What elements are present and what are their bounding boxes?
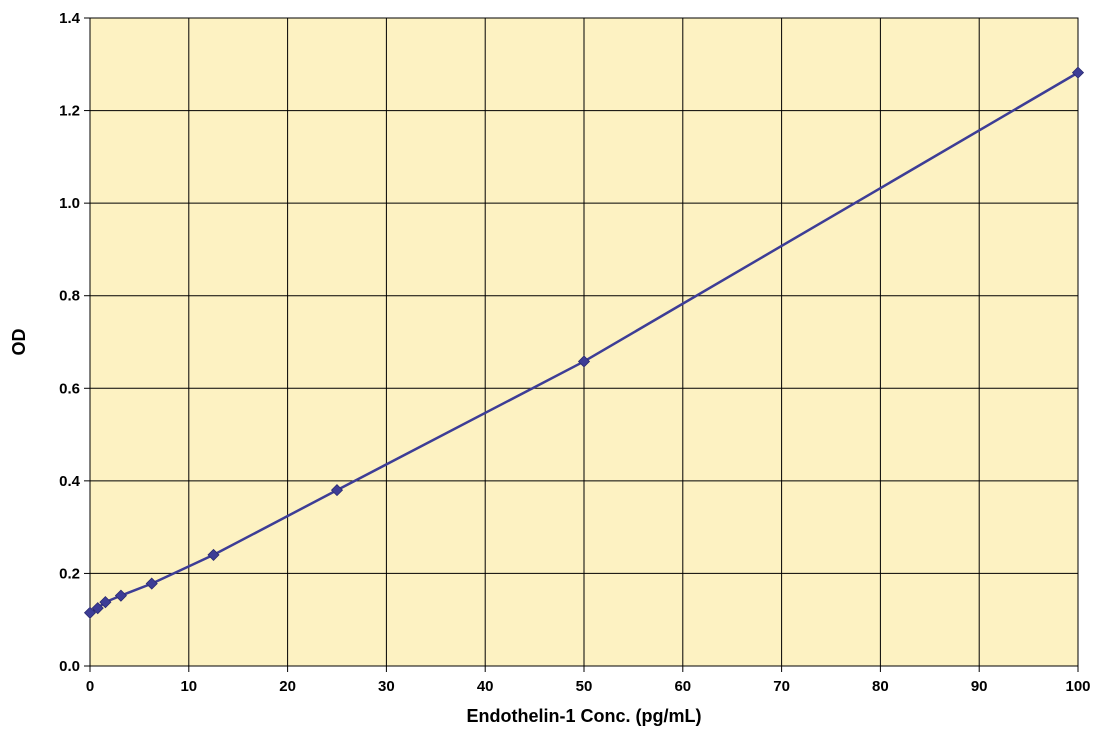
y-tick-label: 0.2 xyxy=(59,565,80,582)
y-tick-label: 0.0 xyxy=(59,658,80,675)
x-tick-label: 40 xyxy=(477,678,494,695)
x-axis-title: Endothelin-1 Conc. (pg/mL) xyxy=(467,706,702,726)
data-point-marker xyxy=(91,602,104,615)
data-point-marker xyxy=(1071,66,1085,79)
y-axis-title: OD xyxy=(9,328,29,355)
y-axis-ticks: 0.0 0.2 0.4 0.6 0.8 1.0 1.2 1.4 xyxy=(59,10,90,675)
series xyxy=(83,66,1085,619)
x-tick-label: 20 xyxy=(279,678,296,695)
x-tick-label: 70 xyxy=(773,678,790,695)
data-point-marker xyxy=(83,606,97,619)
data-point-marker xyxy=(145,577,158,590)
x-tick-label: 0 xyxy=(86,678,94,695)
x-tick-label: 30 xyxy=(378,678,395,695)
data-point-marker xyxy=(114,589,127,602)
grid-lines xyxy=(89,17,1079,667)
data-point-marker xyxy=(330,484,344,497)
data-point-marker xyxy=(99,596,112,609)
x-tick-label: 50 xyxy=(576,678,593,695)
x-tick-label: 100 xyxy=(1065,678,1090,695)
x-tick-label: 80 xyxy=(872,678,889,695)
y-tick-label: 1.0 xyxy=(59,195,80,212)
x-tick-label: 10 xyxy=(180,678,197,695)
x-tick-label: 90 xyxy=(971,678,988,695)
data-point-marker xyxy=(207,548,220,561)
x-tick-label: 60 xyxy=(674,678,691,695)
y-tick-label: 0.6 xyxy=(59,380,80,397)
x-axis-ticks: 0 10 20 30 40 50 60 70 80 90 100 xyxy=(86,666,1091,695)
y-tick-label: 0.8 xyxy=(59,288,80,305)
y-tick-label: 0.4 xyxy=(59,473,81,490)
y-tick-label: 1.4 xyxy=(59,10,81,27)
y-tick-label: 1.2 xyxy=(59,103,80,120)
data-point-marker xyxy=(577,355,591,368)
